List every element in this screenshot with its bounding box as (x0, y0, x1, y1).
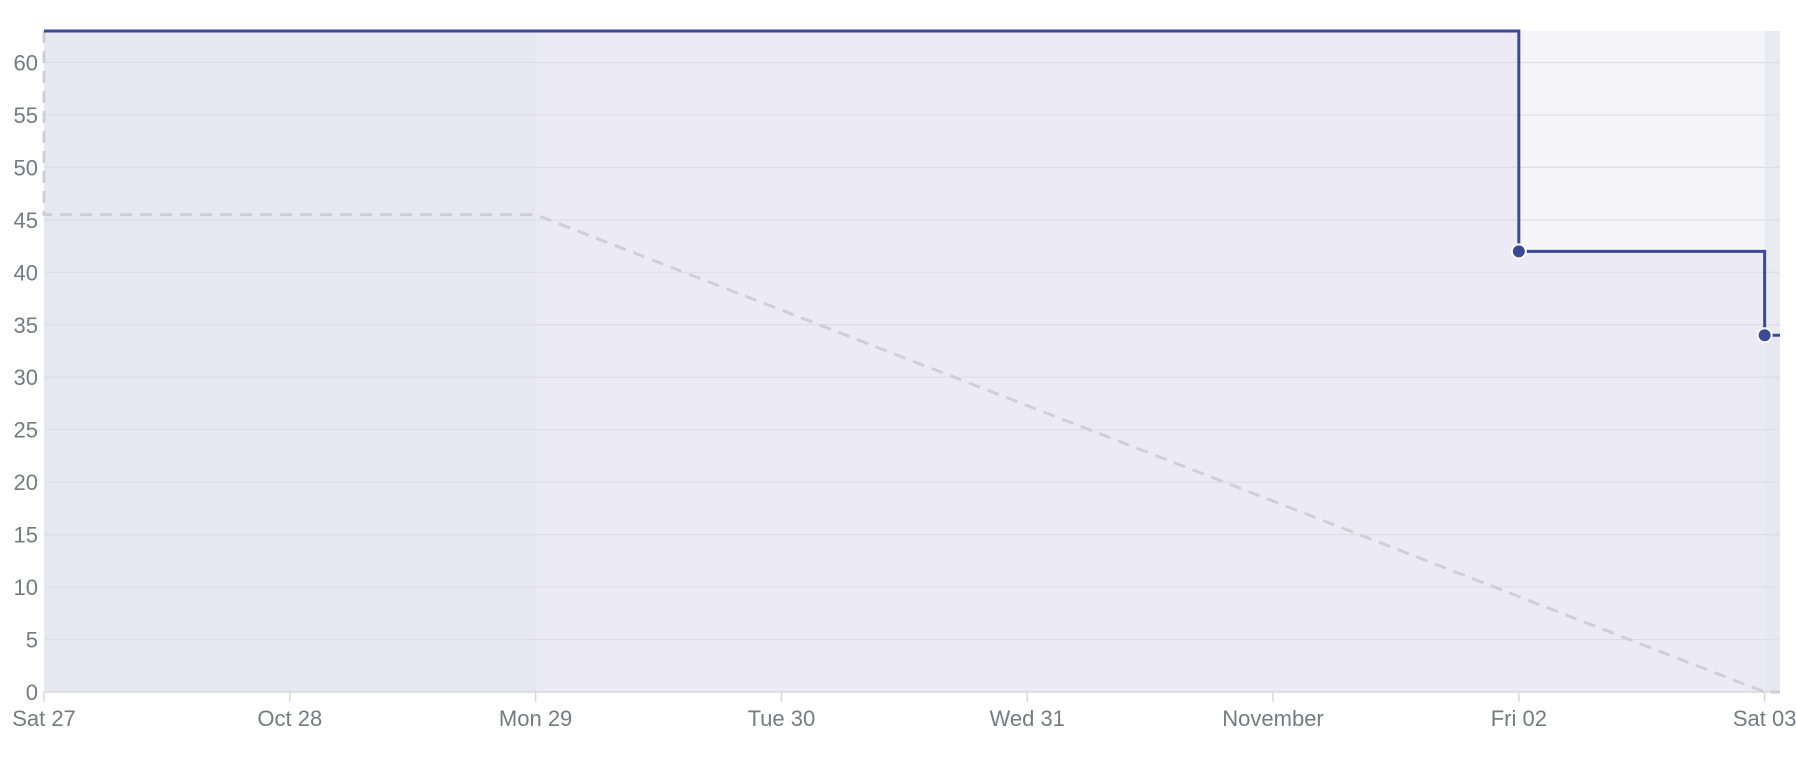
x-tick-label-5: November (1222, 706, 1323, 731)
y-tick-label-60: 60 (14, 50, 38, 75)
y-tick-label-55: 55 (14, 103, 38, 128)
x-tick-label-0: Sat 27 (12, 706, 76, 731)
series-layer (42, 29, 1780, 694)
y-tick-label-0: 0 (26, 680, 38, 705)
x-tick-label-2: Mon 29 (499, 706, 572, 731)
y-tick-label-45: 45 (14, 208, 38, 233)
data-point-1 (1756, 327, 1773, 344)
x-tick-label-7: Sat 03 (1733, 706, 1796, 731)
data-point-0 (1510, 243, 1527, 260)
weekend-band-1 (1764, 31, 1780, 692)
y-tick-label-20: 20 (14, 470, 38, 495)
area-fill (44, 31, 1780, 692)
y-tick-labels: 0 5 10 15 20 25 30 35 40 45 50 55 60 (14, 50, 38, 705)
x-tick-label-6: Fri 02 (1491, 706, 1547, 731)
y-tick-label-25: 25 (14, 418, 38, 443)
y-tick-label-50: 50 (14, 155, 38, 180)
x-tick-label-3: Tue 30 (748, 706, 816, 731)
weekend-band-0 (44, 31, 536, 692)
y-tick-label-15: 15 (14, 523, 38, 548)
y-tick-label-40: 40 (14, 260, 38, 285)
y-tick-label-10: 10 (14, 575, 38, 600)
x-tick-labels: Sat 27 Oct 28 Mon 29 Tue 30 Wed 31 November Fr… (12, 706, 1796, 731)
x-tick-label-1: Oct 28 (257, 706, 322, 731)
x-tick-label-4: Wed 31 (990, 706, 1065, 731)
axes (43, 691, 1780, 702)
ideal-line (42, 31, 1780, 694)
y-tick-label-35: 35 (14, 313, 38, 338)
y-tick-label-30: 30 (14, 365, 38, 390)
y-tick-label-5: 5 (26, 628, 38, 653)
